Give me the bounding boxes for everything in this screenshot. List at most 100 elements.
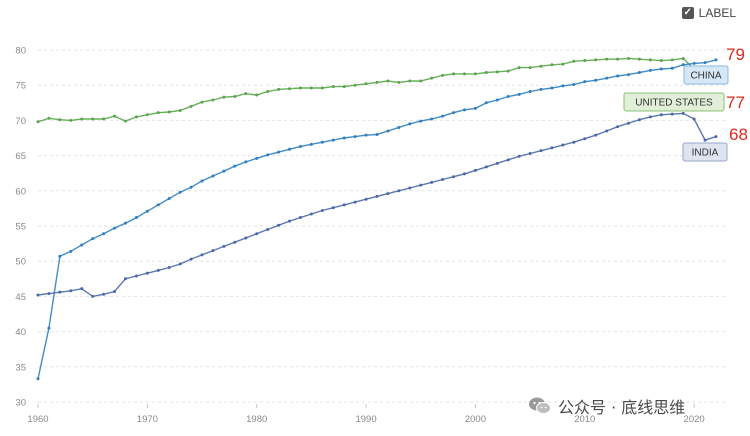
- data-point-china: [353, 135, 357, 139]
- data-point-india: [539, 149, 543, 153]
- checkbox-checked-icon[interactable]: ✓: [681, 7, 694, 19]
- y-axis-ticks: 30 35 40 45 50 55 60 65 70 75 80: [15, 46, 26, 409]
- data-point-india: [178, 262, 182, 266]
- data-point-china: [123, 221, 127, 225]
- data-point-india: [561, 143, 565, 147]
- series-united-states: [36, 56, 718, 124]
- series-end-value: 79: [726, 45, 745, 64]
- data-point-china: [484, 101, 488, 105]
- series-line-united-states: [37, 57, 717, 123]
- label-toggle[interactable]: ✓ LABEL: [681, 6, 736, 20]
- data-point-united-states: [386, 79, 390, 83]
- data-point-china: [441, 114, 445, 118]
- data-point-india: [255, 232, 259, 236]
- data-point-united-states: [441, 73, 445, 77]
- data-point-china: [134, 216, 138, 220]
- data-point-india: [714, 135, 718, 139]
- data-point-india: [244, 236, 248, 240]
- data-point-china: [266, 153, 270, 157]
- data-point-china: [167, 197, 171, 201]
- x-tick-label: 2020: [684, 414, 705, 425]
- data-point-china: [156, 203, 160, 207]
- data-point-united-states: [233, 94, 237, 98]
- data-point-united-states: [255, 93, 259, 97]
- data-point-china: [462, 108, 466, 112]
- data-point-china: [386, 129, 390, 133]
- data-point-united-states: [528, 66, 532, 70]
- data-point-united-states: [397, 80, 401, 84]
- data-point-united-states: [277, 87, 281, 91]
- y-tick-label: 55: [15, 222, 26, 233]
- data-point-china: [408, 122, 412, 126]
- data-point-united-states: [134, 115, 138, 119]
- data-point-united-states: [539, 64, 543, 68]
- data-point-united-states: [561, 62, 565, 66]
- x-tick-label: 1980: [246, 414, 267, 425]
- data-point-united-states: [648, 58, 652, 62]
- data-point-china: [189, 185, 193, 189]
- data-point-united-states: [156, 111, 160, 115]
- data-point-united-states: [331, 85, 335, 89]
- data-point-united-states: [506, 69, 510, 73]
- data-point-china: [277, 150, 281, 154]
- data-point-india: [222, 244, 226, 248]
- data-point-united-states: [484, 71, 488, 75]
- data-point-united-states: [189, 104, 193, 108]
- y-tick-label: 35: [15, 362, 26, 373]
- data-point-china: [91, 237, 95, 241]
- data-point-united-states: [288, 87, 292, 91]
- data-point-india: [36, 293, 40, 297]
- series-labels: UNITED STATES 77 CHINA 79 INDIA 68: [623, 45, 748, 162]
- series-india: [36, 111, 718, 298]
- data-point-china: [670, 66, 674, 70]
- data-point-united-states: [583, 59, 587, 63]
- data-point-china: [594, 78, 598, 82]
- data-point-china: [648, 68, 652, 72]
- data-point-united-states: [320, 86, 324, 90]
- y-tick-label: 30: [15, 398, 26, 409]
- data-point-china: [419, 119, 423, 123]
- data-point-india: [670, 112, 674, 116]
- data-point-china: [637, 71, 641, 75]
- data-point-india: [594, 133, 598, 137]
- data-point-india: [102, 292, 106, 296]
- series-line-india: [37, 112, 717, 298]
- data-point-india: [495, 161, 499, 165]
- data-point-india: [375, 194, 379, 198]
- data-point-india: [211, 249, 215, 253]
- series-label-box: [683, 65, 729, 85]
- data-point-china: [714, 58, 718, 62]
- watermark: 公众号 · 底线思维: [528, 394, 685, 418]
- data-point-india: [692, 117, 696, 121]
- data-point-india: [167, 266, 171, 270]
- data-point-india: [473, 168, 477, 172]
- data-point-united-states: [452, 72, 456, 76]
- data-point-india: [200, 253, 204, 257]
- data-point-united-states: [123, 119, 127, 123]
- data-point-united-states: [681, 56, 685, 60]
- data-point-india: [627, 121, 631, 125]
- data-point-united-states: [222, 95, 226, 99]
- data-point-united-states: [364, 82, 368, 86]
- data-point-india: [47, 292, 51, 296]
- series-label-name: UNITED STATES: [635, 98, 713, 109]
- data-point-india: [69, 289, 73, 293]
- data-point-china: [528, 90, 532, 94]
- data-point-united-states: [58, 118, 62, 122]
- data-point-india: [397, 189, 401, 193]
- data-point-india: [91, 294, 95, 298]
- data-point-united-states: [167, 110, 171, 114]
- data-point-united-states: [244, 92, 248, 96]
- x-axis-ticks: 1960 1970 1980 1990 2000 2010 2020: [27, 404, 705, 425]
- y-tick-label: 40: [15, 327, 26, 338]
- data-point-united-states: [572, 59, 576, 63]
- data-point-india: [506, 158, 510, 162]
- data-point-united-states: [594, 58, 598, 62]
- data-point-india: [320, 209, 324, 213]
- data-point-china: [178, 190, 182, 194]
- data-point-india: [123, 277, 127, 281]
- data-point-india: [637, 118, 641, 122]
- data-point-china: [452, 111, 456, 115]
- data-point-china: [605, 76, 609, 80]
